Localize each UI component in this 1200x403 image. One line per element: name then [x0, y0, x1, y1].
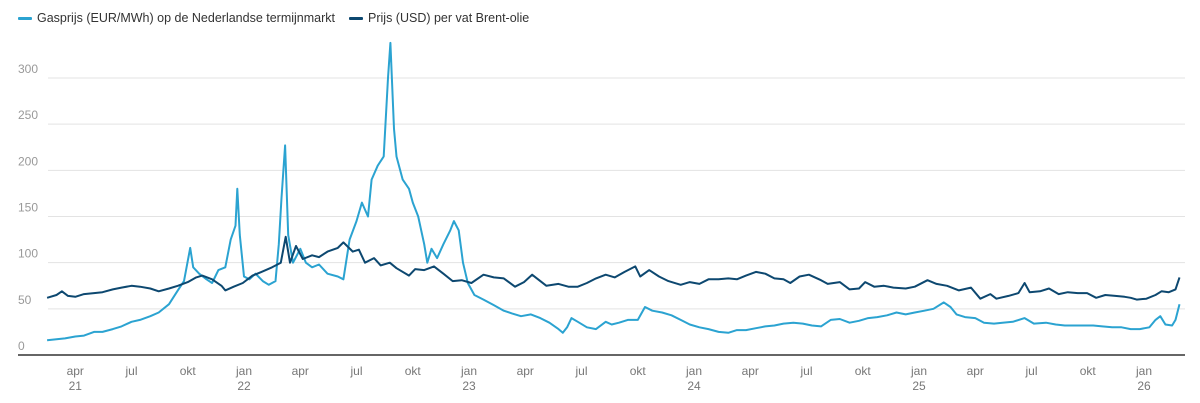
- x-tick-label: okt: [405, 364, 422, 378]
- x-tick-label: jan: [1135, 364, 1152, 378]
- y-tick-label: 300: [18, 62, 38, 76]
- y-tick-label: 100: [18, 247, 38, 261]
- x-tick-label: jul: [349, 364, 362, 378]
- x-tick-label: jan: [235, 364, 252, 378]
- legend-swatch-gas: [18, 16, 32, 20]
- y-tick-label: 50: [18, 293, 32, 307]
- x-tick-year-label: 21: [69, 379, 83, 393]
- x-tick-label: apr: [967, 364, 984, 378]
- x-tick-label: jul: [799, 364, 812, 378]
- x-tick-label: apr: [292, 364, 309, 378]
- x-tick-label: okt: [630, 364, 647, 378]
- x-tick-year-label: 24: [687, 379, 701, 393]
- x-tick-label: apr: [517, 364, 534, 378]
- x-tick-year-label: 26: [1137, 379, 1151, 393]
- x-tick-label: jan: [460, 364, 477, 378]
- series-line-brent: [46, 235, 1181, 301]
- x-tick-label: okt: [855, 364, 872, 378]
- x-tick-label: okt: [180, 364, 197, 378]
- x-tick-year-label: 25: [912, 379, 926, 393]
- y-tick-label: 150: [18, 201, 38, 215]
- legend-item-brent[interactable]: Prijs (USD) per vat Brent-olie: [349, 11, 529, 25]
- x-tick-label: jul: [124, 364, 137, 378]
- x-tick-label: jul: [574, 364, 587, 378]
- x-tick-label: okt: [1080, 364, 1097, 378]
- legend-swatch-brent: [349, 16, 364, 20]
- x-tick-label: jul: [1024, 364, 1037, 378]
- x-tick-year-label: 23: [462, 379, 476, 393]
- series-line-gas: [47, 41, 1181, 342]
- x-tick-label: apr: [67, 364, 84, 378]
- y-tick-label: 0: [18, 339, 25, 353]
- x-tick-label: apr: [742, 364, 759, 378]
- legend-item-gas[interactable]: Gasprijs (EUR/MWh) op de Nederlandse ter…: [18, 11, 335, 25]
- legend-label-gas: Gasprijs (EUR/MWh) op de Nederlandse ter…: [37, 11, 336, 25]
- x-tick-label: jan: [685, 364, 702, 378]
- x-tick-year-label: 22: [237, 379, 251, 393]
- x-tick-label: jan: [910, 364, 927, 378]
- y-tick-label: 200: [18, 154, 38, 168]
- y-tick-label: 250: [18, 108, 38, 122]
- legend-label-brent: Prijs (USD) per vat Brent-olie: [368, 11, 530, 25]
- legend: Gasprijs (EUR/MWh) op de Nederlandse ter…: [18, 11, 529, 25]
